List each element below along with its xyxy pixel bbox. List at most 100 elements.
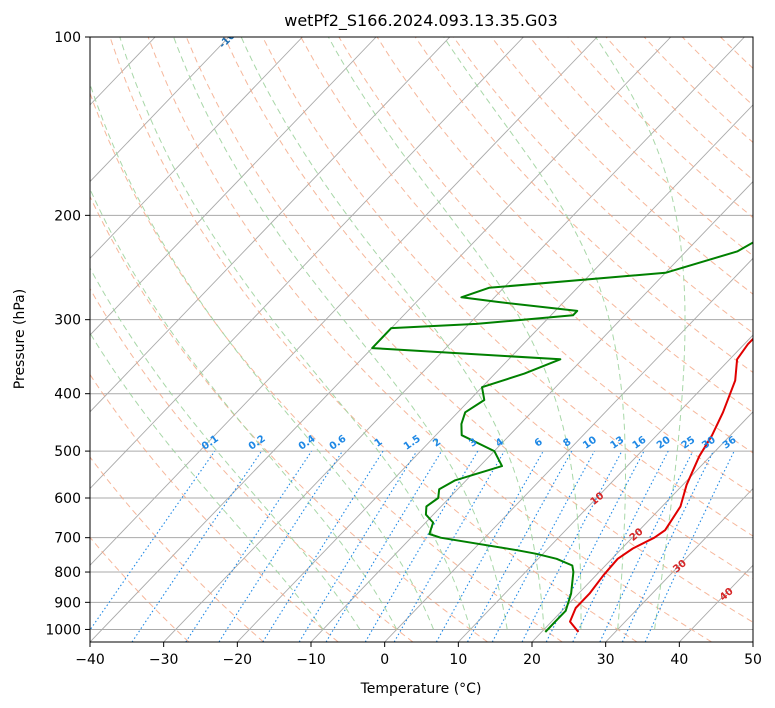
x-tick-label: −30 [149, 652, 179, 668]
mixing-ratio-label: 1.5 [402, 433, 423, 452]
dry-adiabat-label: 10 [589, 490, 607, 507]
dry-adiabat-100 [376, 37, 753, 413]
isotherm-10 [458, 334, 753, 642]
x-tick-label: 20 [523, 652, 541, 668]
mixing-ratio-label: 0.1 [200, 433, 221, 452]
mixing-ratio-line-8 [467, 450, 573, 642]
x-tick-label: −20 [223, 652, 253, 668]
mixing-ratio-line-2 [325, 450, 443, 642]
dry-adiabat-180 [681, 37, 753, 106]
x-tick-label: −10 [296, 652, 326, 668]
x-tick-label: 40 [670, 652, 688, 668]
y-tick-label: 600 [54, 491, 81, 507]
moist-adiabat-35 [595, 37, 686, 630]
dry-adiabat-80 [300, 37, 753, 495]
mixing-ratio-line-6 [435, 450, 544, 642]
axis-ticks: −40 −30 −20 −10 0 10 20 30 40 5010020030040050060… [45, 30, 762, 668]
dry-adiabat--20 [90, 456, 264, 642]
mixing-ratio-line-0.1 [90, 450, 216, 631]
isotherm--30 [163, 37, 745, 642]
x-axis-label: Temperature (°C) [360, 681, 482, 697]
mixing-ratio-line-1.5 [298, 450, 418, 642]
dry-adiabat-90 [338, 37, 753, 454]
dry-adiabat-50 [185, 37, 753, 623]
isotherm-50 [752, 641, 753, 642]
dry-adiabat-20 [90, 91, 563, 642]
mixing-ratio-label: 0.2 [247, 433, 268, 452]
x-tick-label: 10 [449, 652, 467, 668]
dry-adiabat-190 [720, 37, 753, 69]
dry-adiabat-140 [529, 37, 753, 257]
moist-adiabat-5 [90, 82, 435, 630]
temperature-profile [569, 337, 753, 633]
mixing-ratio-label: 20 [655, 435, 673, 452]
moist-adiabat-20 [240, 37, 545, 630]
isotherm--100 [90, 37, 230, 183]
mixing-ratio-line-20 [572, 450, 669, 642]
x-tick-label: 30 [597, 652, 615, 668]
y-axis-label: Pressure (hPa) [12, 289, 28, 389]
mixing-ratio-line-10 [491, 450, 595, 642]
isotherm-30 [605, 487, 753, 642]
moist-adiabat-25 [327, 37, 582, 630]
mixing-ratio-label: 0.6 [328, 433, 349, 452]
isotherm--60 [90, 37, 524, 490]
mixing-ratio-label: 0.4 [297, 433, 318, 452]
dry-adiabat-label: 40 [718, 586, 736, 603]
x-tick-label: 50 [744, 652, 762, 668]
dry-adiabat-200 [759, 37, 775, 642]
mixing-ratio-line-0.6 [218, 450, 343, 642]
isotherm--90 [90, 37, 303, 259]
dry-adiabat-30 [109, 37, 638, 642]
dry-adiabat--30 [90, 536, 190, 642]
mixing-ratio-label: 25 [680, 435, 698, 452]
y-tick-label: 300 [54, 313, 81, 329]
moist-adiabat-10 [119, 37, 471, 630]
isotherm--70 [90, 37, 451, 413]
moist-adiabat--10 [90, 332, 324, 630]
isotherm--50 [90, 37, 598, 566]
moist-adiabat-30 [443, 37, 626, 630]
mixing-ratio-line-3 [364, 450, 479, 642]
y-tick-label: 400 [54, 387, 81, 403]
mixing-ratio-label: 1 [373, 437, 385, 450]
dry-adiabat-40 [147, 37, 712, 642]
dry-adiabat-150 [567, 37, 753, 219]
mixing-ratio-line-16 [545, 450, 645, 642]
mixing-ratio-line-0.4 [185, 450, 313, 642]
y-tick-label: 800 [54, 565, 81, 581]
chart-title: wetPf2_S166.2024.093.13.35.G03 [284, 11, 558, 31]
dry-adiabat-160 [605, 37, 753, 181]
y-tick-label: 700 [54, 531, 81, 547]
dewpoint-profile [371, 241, 753, 633]
mixing-ratio-label: 2 [431, 437, 443, 450]
moist-adiabat-15 [173, 37, 508, 630]
mixing-ratio-line-0.2 [131, 450, 263, 642]
dry-adiabat-label: 20 [628, 526, 646, 543]
plot-frame [89, 36, 754, 643]
isotherm-20 [531, 411, 753, 642]
mixing-ratio-line-4 [393, 450, 505, 642]
y-tick-label: 900 [54, 595, 81, 611]
isotherm--20 [237, 104, 753, 642]
dry-adiabat-170 [643, 37, 753, 144]
y-tick-label: 1000 [45, 622, 81, 638]
mixing-ratio-label: 3 [467, 437, 479, 450]
moist-adiabat-0 [90, 187, 398, 630]
mixing-ratio-label: 6 [533, 437, 545, 450]
dry-adiabat-130 [491, 37, 753, 295]
isotherm-label: -100 [217, 25, 242, 51]
x-tick-label: −40 [75, 652, 105, 668]
isotherm--130 [0, 37, 8, 642]
background-line-labels: 0.10.20.40.611.52346810131620253036-100-… [200, 25, 739, 603]
mixing-ratio-line-1 [262, 450, 384, 642]
y-tick-label: 200 [54, 208, 81, 224]
mixing-ratio-label: 10 [581, 435, 599, 452]
x-tick-label: 0 [380, 652, 389, 668]
moist-adiabat--5 [90, 267, 361, 630]
mixing-ratio-label: 36 [721, 435, 739, 452]
y-tick-label: 500 [54, 444, 81, 460]
y-tick-label: 100 [54, 30, 81, 46]
plot-area [0, 37, 775, 642]
